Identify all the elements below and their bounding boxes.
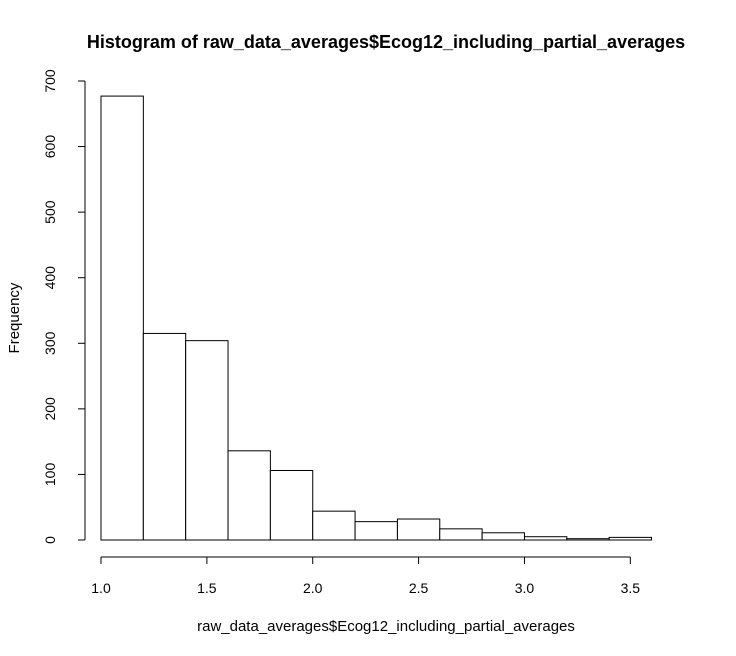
y-axis-label: Frequency (6, 282, 23, 353)
histogram-bar (608, 536, 653, 541)
y-tick-label: 100 (42, 463, 58, 487)
histogram-bar (481, 532, 525, 541)
histogram-bar (227, 450, 271, 541)
histogram-bar (312, 510, 356, 541)
y-tick-label: 400 (42, 266, 58, 290)
x-axis: 1.0 1.5 2.0 2.5 3.0 3.5 (91, 556, 641, 596)
y-axis: 0 100 200 300 400 500 600 700 (42, 69, 86, 544)
histogram-bar (523, 536, 568, 541)
y-tick-label: 0 (42, 536, 58, 544)
histogram-bar (185, 340, 229, 541)
x-tick-label: 3.0 (515, 580, 535, 596)
bars-group (100, 95, 653, 541)
x-tick-label: 3.5 (621, 580, 641, 596)
x-tick-label: 1.5 (197, 580, 217, 596)
x-tick-label: 2.5 (409, 580, 429, 596)
histogram-bar (439, 528, 483, 541)
histogram-bar (396, 518, 441, 541)
y-tick-label: 600 (42, 135, 58, 159)
chart-title: Histogram of raw_data_averages$Ecog12_in… (87, 32, 685, 52)
histogram-bar (354, 521, 398, 541)
y-tick-label: 300 (42, 331, 58, 355)
x-tick-label: 1.0 (91, 580, 111, 596)
histogram-bar (566, 538, 610, 541)
x-tick-label: 2.0 (303, 580, 323, 596)
histogram-bar (269, 469, 314, 541)
histogram-bar (142, 332, 187, 541)
y-tick-label: 700 (42, 69, 58, 93)
x-axis-label: raw_data_averages$Ecog12_including_parti… (197, 618, 575, 635)
y-tick-label: 500 (42, 200, 58, 224)
y-tick-label: 200 (42, 397, 58, 421)
histogram-bar (100, 95, 144, 541)
